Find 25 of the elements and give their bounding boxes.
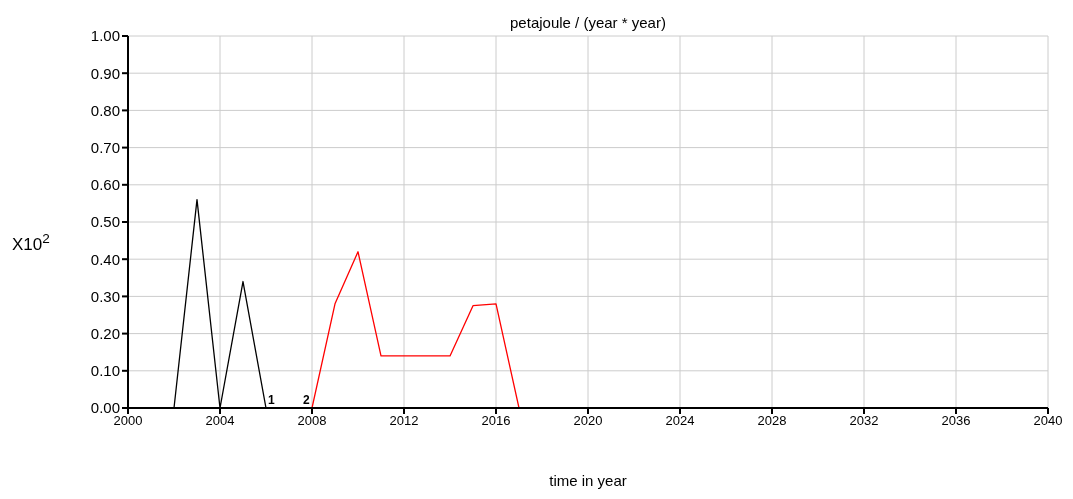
x-tick-label: 2040 [1033, 413, 1063, 429]
x-tick-label: 2024 [665, 413, 695, 429]
series-label: 2 [303, 393, 310, 407]
y-axis-title: X10$^{2}$ [12, 230, 50, 254]
y-tick-label: 0.50 [90, 213, 120, 231]
series-label: 1 [268, 393, 275, 407]
x-tick-label: 2016 [481, 413, 511, 429]
y-tick-label: 0.80 [90, 101, 120, 119]
x-tick-label: 2028 [757, 413, 787, 429]
y-tick-label: 0.10 [90, 362, 120, 380]
y-tick-label: 0.20 [90, 324, 120, 342]
x-tick-label: 2012 [389, 413, 419, 429]
x-tick-label: 2008 [297, 413, 327, 429]
x-tick-label: 2020 [573, 413, 603, 429]
x-tick-label: 2032 [849, 413, 879, 429]
y-tick-label: 1.00 [90, 27, 120, 45]
chart-title: petajoule / (year * year) [510, 14, 666, 31]
y-tick-label: 0.30 [90, 287, 120, 305]
y-tick-label: 0.60 [90, 176, 120, 194]
y-tick-label: 0.40 [90, 250, 120, 268]
x-tick-label: 2004 [205, 413, 235, 429]
x-tick-label: 2036 [941, 413, 971, 429]
x-axis-title: time in year [549, 472, 627, 489]
y-tick-label: 0.70 [90, 138, 120, 156]
y-tick-label: 0.90 [90, 64, 120, 82]
